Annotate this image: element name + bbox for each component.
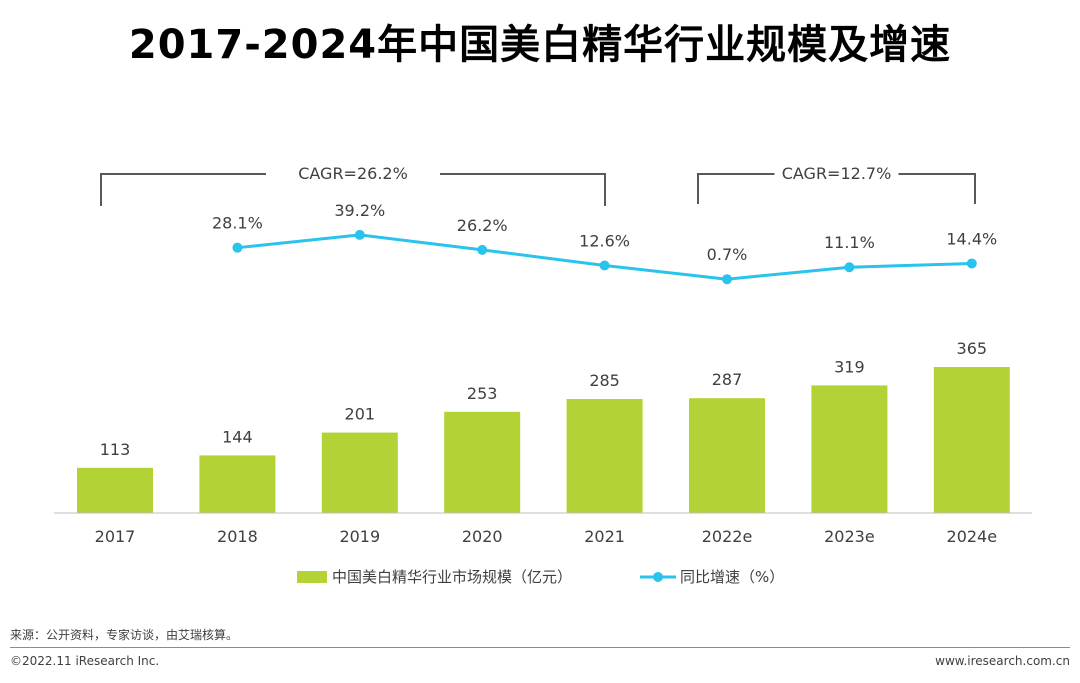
bar-value-label: 285 [589, 371, 620, 390]
growth-point-2022e [722, 274, 732, 285]
legend-line-label: 同比增速（%） [680, 568, 784, 586]
footer-divider [10, 647, 1070, 648]
source-note: 来源：公开资料，专家访谈，由艾瑞核算。 [10, 628, 239, 642]
cagr-bracket-left [697, 173, 775, 204]
bar-2018 [199, 455, 276, 513]
growth-value-label: 39.2% [334, 201, 385, 220]
growth-value-label: 26.2% [457, 216, 508, 235]
copyright: ©2022.11 iResearch Inc. [10, 654, 160, 668]
growth-point-2018 [232, 242, 243, 253]
bar-2024e [933, 367, 1010, 513]
growth-value-label: 12.6% [579, 232, 630, 251]
legend-bar-label: 中国美白精华行业市场规模（亿元） [332, 568, 572, 586]
growth-point-2024e [966, 258, 977, 269]
growth-value-label: 28.1% [212, 214, 263, 233]
bar-value-label: 287 [712, 370, 743, 389]
bar-value-label: 319 [834, 357, 865, 376]
bar-2017 [77, 467, 153, 513]
chart-title: 2017-2024年中国美白精华行业规模及增速 [128, 22, 952, 68]
growth-point-2023e [844, 262, 855, 273]
x-tick-label: 2021 [584, 527, 625, 546]
website-url: www.iresearch.com.cn [935, 654, 1070, 668]
bar-2020 [444, 411, 521, 513]
growth-value-label: 0.7% [707, 245, 748, 264]
legend-bar-swatch [297, 571, 327, 583]
x-tick-label: 2017 [95, 527, 136, 546]
x-tick-label: 2018 [217, 527, 258, 546]
x-tick-label: 2022e [702, 527, 753, 546]
bar-2019 [321, 432, 398, 513]
cagr-bracket-right [440, 173, 606, 206]
legend-line-marker [653, 572, 663, 582]
growth-value-label: 14.4% [946, 229, 997, 248]
x-tick-label: 2019 [339, 527, 380, 546]
bar-2021 [566, 399, 643, 513]
x-tick-label: 2024e [947, 527, 998, 546]
cagr-bracket-left [100, 173, 266, 206]
bar-value-label: 113 [100, 440, 131, 459]
bar-value-label: 365 [957, 339, 988, 358]
growth-point-2020 [477, 244, 488, 255]
growth-point-2019 [354, 229, 365, 240]
x-tick-label: 2023e [824, 527, 875, 546]
growth-value-label: 11.1% [824, 233, 875, 252]
bar-2022e [689, 398, 765, 513]
growth-point-2021 [599, 260, 610, 271]
bar-value-label: 144 [222, 427, 253, 446]
cagr-label: CAGR=26.2% [298, 164, 408, 183]
cagr-bracket: CAGR=12.7% [697, 164, 976, 204]
bar-value-label: 253 [467, 384, 498, 403]
bar-2023e [811, 385, 888, 513]
x-tick-label: 2020 [462, 527, 503, 546]
cagr-bracket: CAGR=26.2% [100, 164, 606, 206]
cagr-label: CAGR=12.7% [782, 164, 892, 183]
bar-value-label: 201 [345, 405, 376, 424]
cagr-bracket-right [898, 173, 976, 204]
